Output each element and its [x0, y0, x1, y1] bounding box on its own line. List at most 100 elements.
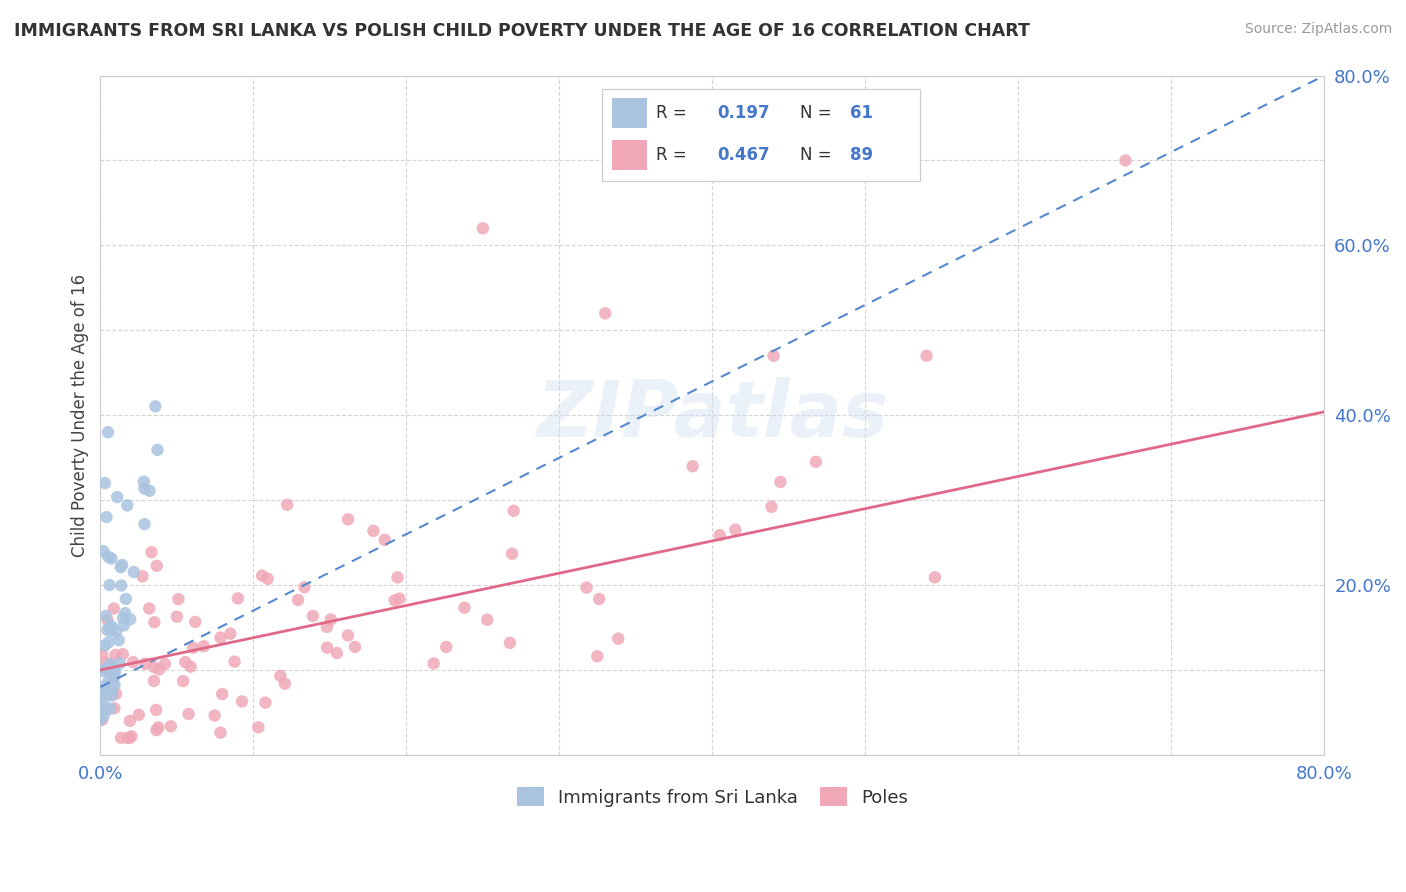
Point — [98, 578, 121, 592]
Point — [499, 636, 522, 650]
Point — [181, 640, 204, 655]
Point — [91, 687, 114, 701]
Point — [110, 578, 132, 592]
Point — [250, 568, 273, 582]
Point — [97, 635, 120, 649]
Point — [363, 524, 385, 538]
Point — [96, 510, 118, 524]
Point — [177, 706, 200, 721]
Point — [89, 710, 111, 724]
Point — [384, 593, 406, 607]
Point — [575, 581, 598, 595]
Point — [146, 442, 169, 457]
Point — [105, 687, 128, 701]
Point — [98, 702, 121, 716]
Point — [97, 549, 120, 564]
Point — [91, 713, 114, 727]
Point — [131, 569, 153, 583]
Point — [180, 659, 202, 673]
Point — [166, 609, 188, 624]
Point — [471, 221, 494, 235]
Point — [302, 609, 325, 624]
Point — [100, 620, 122, 634]
Point — [96, 662, 118, 676]
Point — [209, 631, 232, 645]
Point — [1114, 153, 1136, 168]
Point — [108, 633, 131, 648]
Point — [388, 591, 411, 606]
Point — [101, 689, 124, 703]
Point — [114, 606, 136, 620]
Point — [477, 613, 499, 627]
Point — [96, 656, 118, 670]
Point — [153, 657, 176, 671]
Point — [501, 547, 523, 561]
Point — [172, 674, 194, 689]
Point — [143, 660, 166, 674]
Point — [93, 708, 115, 723]
Point — [121, 729, 143, 743]
Point — [143, 615, 166, 630]
Point — [294, 580, 316, 594]
Point — [103, 662, 125, 676]
Point — [101, 665, 124, 679]
Point — [101, 687, 124, 701]
Point — [132, 475, 155, 489]
Point — [148, 721, 170, 735]
Point — [607, 632, 630, 646]
Point — [276, 498, 298, 512]
Point — [145, 400, 167, 414]
Point — [211, 687, 233, 701]
Point — [103, 601, 125, 615]
Point — [274, 676, 297, 690]
Point — [96, 623, 118, 637]
Point — [160, 719, 183, 733]
Point — [120, 612, 142, 626]
Point — [117, 731, 139, 745]
Point — [145, 703, 167, 717]
Point — [90, 703, 112, 717]
Point — [90, 664, 112, 678]
Y-axis label: Child Poverty Under the Age of 16: Child Poverty Under the Age of 16 — [72, 274, 89, 557]
Point — [103, 701, 125, 715]
Point — [111, 558, 134, 572]
Point — [93, 679, 115, 693]
Text: IMMIGRANTS FROM SRI LANKA VS POLISH CHILD POVERTY UNDER THE AGE OF 16 CORRELATIO: IMMIGRANTS FROM SRI LANKA VS POLISH CHIL… — [14, 22, 1031, 40]
Point — [110, 731, 132, 745]
Point — [924, 570, 946, 584]
Point — [167, 592, 190, 607]
Point — [101, 662, 124, 676]
Point — [90, 690, 112, 704]
Legend: Immigrants from Sri Lanka, Poles: Immigrants from Sri Lanka, Poles — [509, 780, 915, 814]
Point — [112, 618, 135, 632]
Point — [343, 640, 366, 654]
Point — [103, 669, 125, 683]
Point — [434, 640, 457, 654]
Point — [593, 306, 616, 320]
Point — [224, 655, 246, 669]
Point — [231, 694, 253, 708]
Point — [269, 669, 291, 683]
Point — [762, 349, 785, 363]
Point — [97, 673, 120, 687]
Point — [134, 657, 156, 671]
Point — [96, 613, 118, 627]
Point — [94, 608, 117, 623]
Point — [219, 626, 242, 640]
Point — [110, 560, 132, 574]
Point — [709, 528, 731, 542]
Point — [94, 702, 117, 716]
Point — [724, 523, 747, 537]
Point — [193, 640, 215, 654]
Point — [89, 713, 111, 727]
Point — [586, 649, 609, 664]
Point — [122, 655, 145, 669]
Point — [101, 673, 124, 688]
Point — [336, 628, 359, 642]
Point — [118, 714, 141, 728]
Point — [184, 615, 207, 629]
Point — [128, 707, 150, 722]
Point — [326, 646, 349, 660]
Point — [104, 665, 127, 680]
Point — [98, 657, 121, 672]
